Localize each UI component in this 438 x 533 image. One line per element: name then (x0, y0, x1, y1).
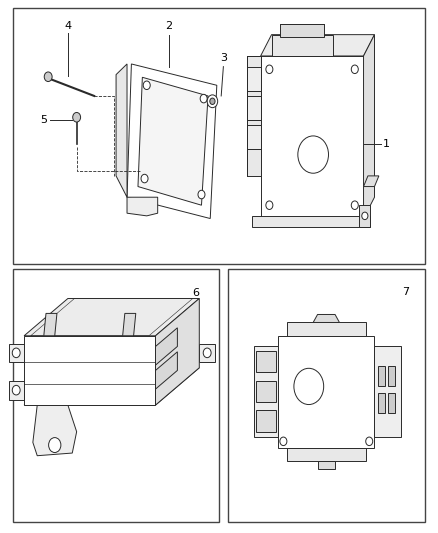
Polygon shape (24, 298, 199, 336)
Circle shape (351, 65, 358, 74)
Circle shape (266, 65, 273, 74)
Bar (256, 351, 276, 372)
Polygon shape (247, 67, 261, 91)
Polygon shape (33, 405, 77, 456)
Text: 1: 1 (383, 139, 390, 149)
Polygon shape (280, 24, 324, 37)
Polygon shape (9, 344, 24, 362)
Circle shape (366, 437, 373, 446)
Polygon shape (252, 216, 370, 227)
Polygon shape (374, 346, 401, 437)
Polygon shape (313, 314, 339, 322)
Polygon shape (247, 125, 261, 149)
Text: 5: 5 (40, 115, 47, 125)
Polygon shape (24, 368, 199, 405)
Circle shape (362, 212, 368, 220)
Bar (378, 393, 385, 413)
Polygon shape (155, 352, 177, 389)
Text: 7: 7 (403, 287, 410, 297)
Bar (13, 8, 425, 264)
Polygon shape (261, 35, 374, 56)
Circle shape (141, 174, 148, 183)
Circle shape (351, 201, 358, 209)
Polygon shape (138, 77, 208, 205)
Bar (256, 381, 276, 402)
Circle shape (203, 348, 211, 358)
Polygon shape (9, 381, 24, 400)
Polygon shape (318, 461, 335, 469)
Bar (388, 393, 395, 413)
Circle shape (198, 190, 205, 199)
Polygon shape (155, 328, 177, 365)
Text: 2: 2 (165, 21, 172, 31)
Text: 4: 4 (64, 21, 71, 31)
Bar (13, 269, 219, 522)
Circle shape (266, 201, 273, 209)
Polygon shape (364, 35, 374, 219)
Text: 6: 6 (192, 288, 199, 298)
Polygon shape (247, 56, 261, 176)
Polygon shape (116, 64, 127, 197)
Circle shape (12, 348, 20, 358)
Text: 3: 3 (220, 53, 227, 63)
Circle shape (143, 81, 150, 90)
Bar (256, 410, 276, 432)
Circle shape (44, 72, 52, 82)
Polygon shape (278, 336, 374, 448)
Polygon shape (254, 346, 278, 437)
Circle shape (200, 94, 207, 103)
Polygon shape (364, 176, 379, 187)
Circle shape (280, 437, 287, 446)
Circle shape (73, 112, 81, 122)
Polygon shape (199, 344, 215, 362)
Polygon shape (272, 35, 333, 56)
Polygon shape (24, 336, 155, 405)
Polygon shape (287, 448, 366, 461)
Circle shape (294, 368, 324, 405)
Bar (378, 366, 385, 386)
Polygon shape (123, 313, 136, 336)
Polygon shape (287, 322, 366, 336)
Polygon shape (359, 205, 370, 227)
Bar (228, 269, 425, 522)
Circle shape (210, 98, 215, 104)
Circle shape (298, 136, 328, 173)
Circle shape (49, 438, 61, 453)
Polygon shape (247, 96, 261, 120)
Polygon shape (155, 298, 199, 405)
Polygon shape (127, 197, 158, 216)
Circle shape (207, 95, 218, 108)
Polygon shape (127, 64, 217, 219)
Polygon shape (44, 313, 57, 336)
Polygon shape (261, 56, 364, 219)
Bar (388, 366, 395, 386)
Circle shape (12, 385, 20, 395)
